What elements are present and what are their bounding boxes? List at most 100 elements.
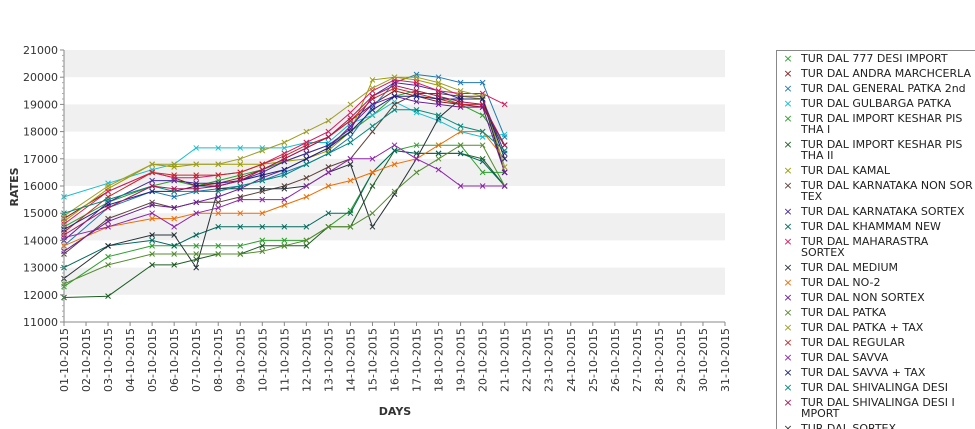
- grid-band: [64, 158, 725, 186]
- data-point: [325, 150, 332, 157]
- legend-item: × TUR DAL SORTEX: [777, 423, 975, 429]
- x-tick-label: 27-10-2015: [631, 328, 644, 392]
- data-point: [325, 134, 332, 140]
- legend-item: × TUR DAL SHIVALINGA DESI: [777, 382, 975, 393]
- data-point: [281, 223, 288, 230]
- data-point: [193, 210, 200, 217]
- legend-label: TUR DAL PATKA + TAX: [801, 321, 924, 334]
- legend-marker-icon: ×: [783, 112, 793, 125]
- x-tick-label: 13-10-2015: [322, 328, 335, 392]
- data-point: [391, 74, 398, 81]
- legend-marker-icon: ×: [783, 422, 793, 429]
- legend-item: × TUR DAL KHAMMAM NEW: [777, 221, 975, 232]
- x-tick-label: 23-10-2015: [543, 328, 556, 392]
- legend-marker-icon: ×: [783, 381, 793, 394]
- data-point: [435, 74, 442, 81]
- data-point: [259, 172, 266, 178]
- data-point: [215, 194, 222, 200]
- data-point: [237, 196, 244, 203]
- legend-marker-icon: ×: [783, 82, 793, 95]
- x-tick-label: 03-10-2015: [102, 328, 115, 392]
- data-point: [171, 161, 178, 168]
- data-point: [369, 112, 376, 119]
- data-point: [413, 93, 420, 100]
- data-point: [369, 128, 376, 135]
- legend-label: TUR DAL REGULAR: [801, 336, 906, 349]
- legend: × TUR DAL 777 DESI IMPORT × TUR DAL ANDRA M…: [776, 50, 975, 429]
- data-point: [193, 251, 200, 257]
- data-point: [193, 232, 200, 238]
- data-point: [391, 142, 398, 149]
- data-point: [105, 183, 111, 189]
- y-tick-label: 15000: [23, 207, 58, 220]
- data-point: [369, 85, 376, 91]
- data-point: [281, 139, 288, 146]
- y-tick-label: 18000: [23, 126, 58, 139]
- data-point: [215, 251, 222, 257]
- data-point: [457, 183, 464, 189]
- data-point: [281, 145, 288, 151]
- data-point: [149, 169, 155, 176]
- data-point: [193, 145, 200, 151]
- data-point: [193, 264, 200, 271]
- data-point: [237, 251, 244, 257]
- series: [61, 142, 508, 241]
- x-tick-label: 18-10-2015: [433, 328, 446, 392]
- data-point: [413, 87, 420, 94]
- data-point: [303, 161, 310, 168]
- data-point: [149, 202, 155, 208]
- data-point: [281, 237, 288, 244]
- legend-label: TUR DAL MEDIUM: [801, 261, 899, 274]
- data-point: [237, 145, 244, 151]
- data-point: [303, 150, 310, 157]
- legend-item: × TUR DAL NO-2: [777, 277, 975, 288]
- x-tick-label: 30-10-2015: [697, 328, 710, 392]
- data-point: [413, 106, 420, 113]
- legend-label: TUR DAL NO-2: [801, 276, 881, 289]
- legend-label: TUR DAL IMPORT KESHAR PIS THA I: [801, 112, 963, 136]
- data-point: [369, 123, 376, 130]
- data-point: [303, 194, 310, 200]
- data-point: [391, 106, 398, 113]
- data-point: [347, 134, 354, 140]
- legend-item: × TUR DAL IMPORT KESHAR PIS THA II: [777, 139, 975, 161]
- legend-marker-icon: ×: [783, 179, 793, 192]
- x-tick-label: 26-10-2015: [609, 328, 622, 392]
- x-tick-label: 07-10-2015: [190, 328, 203, 392]
- y-tick-label: 19000: [23, 98, 58, 111]
- data-point: [457, 98, 464, 105]
- data-point: [237, 242, 244, 249]
- data-point: [281, 172, 288, 178]
- x-tick-label: 31-10-2015: [719, 328, 732, 392]
- x-tick-label: 15-10-2015: [366, 328, 379, 392]
- legend-marker-icon: ×: [783, 235, 793, 248]
- data-point: [413, 142, 420, 149]
- data-point: [479, 79, 486, 86]
- data-point: [369, 93, 376, 100]
- data-point: [149, 188, 155, 195]
- legend-marker-icon: ×: [783, 351, 793, 364]
- data-point: [237, 223, 244, 230]
- x-tick-label: 01-10-2015: [58, 328, 71, 392]
- data-point: [325, 210, 332, 217]
- data-point: [369, 210, 376, 217]
- data-point: [237, 169, 244, 176]
- data-point: [171, 194, 178, 200]
- x-tick-label: 10-10-2015: [256, 328, 269, 392]
- legend-marker-icon: ×: [783, 276, 793, 289]
- x-tick-label: 29-10-2015: [675, 328, 688, 392]
- data-point: [215, 145, 222, 151]
- data-point: [281, 202, 288, 208]
- data-point: [237, 210, 244, 217]
- y-tick-label: 14000: [23, 234, 58, 247]
- x-tick-label: 28-10-2015: [653, 328, 666, 392]
- data-point: [457, 150, 464, 157]
- legend-item: × TUR DAL SHIVALINGA DESI I MPORT: [777, 397, 975, 419]
- data-point: [479, 183, 486, 189]
- legend-item: × TUR DAL KARNATAKA SORTEX: [777, 206, 975, 217]
- data-point: [259, 223, 266, 230]
- data-point: [237, 177, 244, 184]
- data-point: [347, 223, 354, 230]
- x-tick-label: 08-10-2015: [212, 328, 225, 392]
- data-point: [215, 188, 222, 195]
